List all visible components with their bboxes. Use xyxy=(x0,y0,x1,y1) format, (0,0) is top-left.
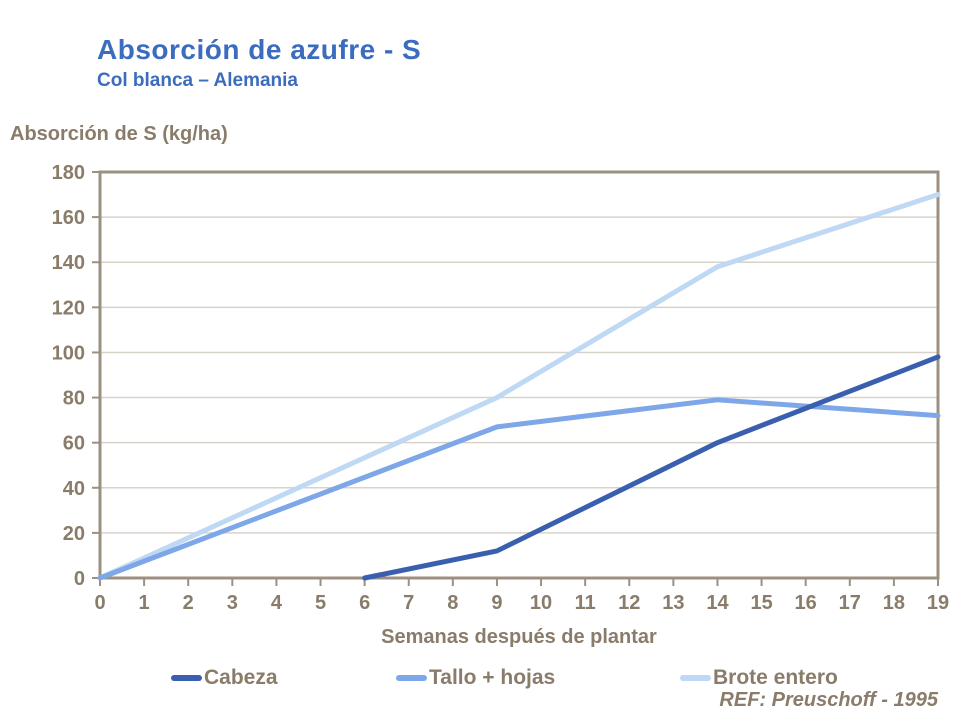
y-tick-label: 160 xyxy=(52,207,85,229)
y-tick-label: 100 xyxy=(52,342,85,364)
x-tick-label: 5 xyxy=(315,592,326,614)
x-tick-label: 15 xyxy=(750,592,772,614)
x-tick-label: 3 xyxy=(227,592,238,614)
x-tick-label: 11 xyxy=(575,592,596,614)
legend-label: Brote entero xyxy=(713,666,838,689)
x-tick-label: 8 xyxy=(447,592,458,614)
y-axis-title: Absorción de S (kg/ha) xyxy=(10,123,228,145)
x-tick-label: 17 xyxy=(839,592,861,614)
legend-label: Tallo + hojas xyxy=(429,666,556,689)
series-line-brote-entero xyxy=(97,192,941,581)
y-tick-label: 180 xyxy=(52,162,85,184)
x-tick-label: 7 xyxy=(403,592,414,614)
x-tick-label: 13 xyxy=(662,592,684,614)
page-subtitle: Col blanca – Alemania xyxy=(97,70,298,91)
legend-item-brote-entero: Brote entero xyxy=(680,665,838,691)
x-tick-label: 19 xyxy=(927,592,949,614)
y-tick-label: 0 xyxy=(74,568,85,590)
x-tick-label: 1 xyxy=(139,592,150,614)
legend-swatch-tallo-hojas xyxy=(396,675,427,681)
series-line-tallo-hojas xyxy=(97,397,941,581)
plot-frame xyxy=(98,170,940,580)
y-tick-label: 120 xyxy=(52,297,85,319)
x-axis-title: Semanas después de plantar xyxy=(381,626,657,648)
legend-swatch-cabeza xyxy=(171,675,202,681)
legend-label: Cabeza xyxy=(204,666,278,689)
y-tick-label: 40 xyxy=(63,478,85,500)
x-tick-label: 9 xyxy=(491,592,502,614)
x-tick-label: 0 xyxy=(94,592,105,614)
series-line-cabeza xyxy=(362,354,941,581)
y-tick-label: 80 xyxy=(63,388,85,410)
y-tick-label: 20 xyxy=(63,523,85,545)
x-tick-label: 18 xyxy=(883,592,905,614)
x-tick-label: 6 xyxy=(359,592,370,614)
legend-item-cabeza: Cabeza xyxy=(171,665,278,691)
legend-item-tallo-hojas: Tallo + hojas xyxy=(396,665,555,691)
y-tick-label: 140 xyxy=(52,252,85,274)
x-tick-label: 14 xyxy=(706,592,729,614)
page-title: Absorción de azufre - S xyxy=(97,34,422,65)
legend-swatch-brote-entero xyxy=(680,675,711,681)
x-tick-label: 2 xyxy=(183,592,194,614)
x-tick-label: 10 xyxy=(530,592,552,614)
reference-note: REF: Preuschoff - 1995 xyxy=(719,689,938,711)
y-tick-label: 60 xyxy=(63,433,85,455)
x-tick-label: 16 xyxy=(795,592,817,614)
x-tick-label: 12 xyxy=(618,592,640,614)
x-tick-label: 4 xyxy=(271,592,283,614)
